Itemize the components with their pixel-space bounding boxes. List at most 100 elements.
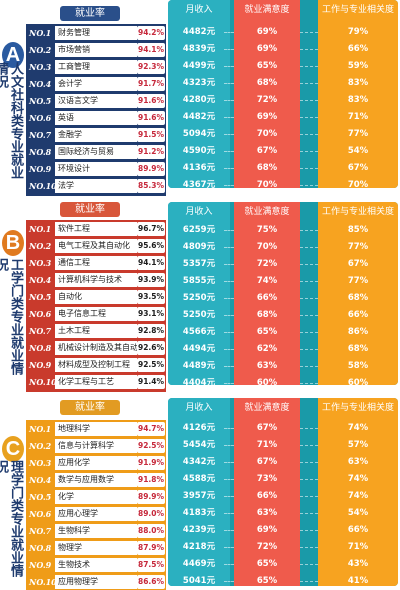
major-name: 英语 (55, 111, 137, 126)
relevance-header: 工作与专业相关度 (321, 207, 394, 217)
relevance-value: 54% (347, 146, 369, 156)
satisfaction-value: 69% (256, 112, 278, 122)
rank-label: NO.10 (27, 178, 57, 193)
satisfaction-value: 72% (256, 95, 278, 105)
section-letter-badge: B (2, 230, 24, 256)
dashed-connector (300, 462, 318, 463)
stats-row: 4323元 68% 83% (168, 75, 398, 92)
rank-label: NO.7 (27, 524, 55, 538)
dashed-connector (300, 479, 318, 480)
satisfaction-column (234, 0, 300, 188)
dashed-connector (300, 32, 318, 33)
monthly-income: 4367元 (182, 180, 216, 188)
employment-rate: 91.8% (137, 473, 165, 488)
major-list: NO.1 软件工程 96.7% NO.2 电气工程及其自动化 95.6% NO.3 通信工程 9… (26, 220, 166, 392)
relevance-value: 66% (347, 44, 369, 54)
satisfaction-value: 71% (256, 440, 278, 450)
relevance-value: 67% (347, 163, 369, 173)
satisfaction-value: 75% (256, 225, 278, 235)
major-name: 材料成型及控制工程 (55, 357, 137, 372)
satisfaction-value: 65% (256, 559, 278, 569)
monthly-income: 4482元 (182, 27, 216, 37)
major-name: 应用心理学 (55, 507, 137, 522)
dashed-connector (224, 428, 234, 429)
section-humanities: A 人文社科类专业就业情况 就业率 NO.1 财务管理 94.2% NO.2 市场营销 9… (0, 0, 400, 196)
monthly-income: 4809元 (182, 242, 216, 252)
dashed-connector (300, 264, 318, 265)
dashed-connector (300, 66, 318, 67)
major-row: NO.8机械设计制造及其自动化92.6% (27, 340, 165, 356)
monthly-income: 5855元 (182, 276, 216, 286)
income-column (168, 0, 230, 188)
satisfaction-value: 62% (256, 344, 278, 354)
stats-row: 4404元 60% 60% (168, 375, 398, 385)
dashed-connector (224, 281, 234, 282)
major-row: NO.2 市场营销 94.1% (27, 42, 165, 58)
employment-rate: 96.7% (137, 222, 165, 237)
dashed-connector (300, 581, 318, 582)
monthly-income: 4494元 (182, 344, 216, 354)
major-row: NO.7 生物科学 88.0% (27, 523, 165, 539)
rank-label: NO.2 (27, 239, 55, 254)
employment-rate: 94.7% (137, 422, 165, 437)
relevance-value: 83% (347, 78, 369, 88)
major-row: NO.6 应用心理学 89.0% (27, 506, 165, 522)
satisfaction-value: 67% (256, 457, 278, 467)
relevance-value: 68% (347, 344, 369, 354)
employment-rate: 91.4% (137, 374, 165, 389)
dashed-connector (300, 315, 318, 316)
employment-rate: 91.9% (137, 456, 165, 471)
stats-rows: 4482元 69% 79% 4839元 69% 66% 4499元 65% 59% 4323元 68… (168, 24, 398, 188)
relevance-value: 71% (347, 542, 369, 552)
major-row: NO.5 化学 89.9% (27, 489, 165, 505)
dashed-connector (224, 332, 234, 333)
dashed-connector (224, 100, 234, 101)
dashed-connector (300, 185, 318, 186)
stats-row: 4588元 73% 74% (168, 471, 398, 488)
stats-row: 4566元 65% 86% (168, 324, 398, 341)
major-row: NO.10 应用物理学 86.6% (27, 574, 165, 590)
major-row: NO.5 自动化 93.5% (27, 289, 165, 305)
major-row: NO.10 化学工程与工艺 91.4% (27, 374, 165, 390)
dashed-connector (300, 547, 318, 548)
stats-row: 5855元 74% 77% (168, 273, 398, 290)
major-name: 生物科学 (55, 524, 137, 538)
satisfaction-value: 65% (256, 576, 278, 586)
dashed-connector (224, 66, 234, 67)
dashed-connector (300, 230, 318, 231)
dashed-connector (224, 479, 234, 480)
dashed-connector (300, 383, 318, 384)
employment-rate: 91.5% (137, 128, 165, 142)
satisfaction-value: 69% (256, 525, 278, 535)
stats-row: 4482元 69% 71% (168, 109, 398, 126)
major-name: 自动化 (55, 290, 137, 305)
major-row: NO.1 财务管理 94.2% (27, 25, 165, 41)
monthly-income: 4136元 (182, 163, 216, 173)
satisfaction-value: 72% (256, 259, 278, 269)
rank-label: NO.3 (27, 60, 55, 75)
stats-row: 3957元 66% 74% (168, 488, 398, 505)
relevance-column (318, 398, 398, 586)
rank-label: NO.6 (27, 307, 55, 322)
monthly-income: 4342元 (182, 457, 216, 467)
monthly-income: 4489元 (182, 361, 216, 371)
major-name: 会计学 (55, 77, 137, 92)
employment-rate: 85.3% (137, 178, 165, 193)
major-name: 汉语言文学 (55, 94, 137, 109)
employment-rate: 92.5% (137, 439, 165, 454)
employment-rate: 91.7% (137, 77, 165, 92)
dashed-connector (224, 383, 234, 384)
dashed-connector (224, 49, 234, 50)
dashed-connector (300, 117, 318, 118)
relevance-value: 79% (347, 27, 369, 37)
major-name: 环境设计 (55, 161, 137, 176)
stats-table: 月收入 就业满意度 工作与专业相关度 4482元 69% 79% 4839元 69% 66… (168, 0, 398, 188)
satisfaction-header: 就业满意度 (244, 5, 290, 15)
section-letter-badge: A (2, 42, 24, 68)
major-name: 电子信息工程 (55, 307, 137, 322)
dashed-connector (224, 366, 234, 367)
major-name: 土木工程 (55, 324, 137, 338)
relevance-header: 工作与专业相关度 (321, 5, 394, 15)
stats-row: 4494元 62% 68% (168, 341, 398, 358)
monthly-income: 5357元 (182, 259, 216, 269)
